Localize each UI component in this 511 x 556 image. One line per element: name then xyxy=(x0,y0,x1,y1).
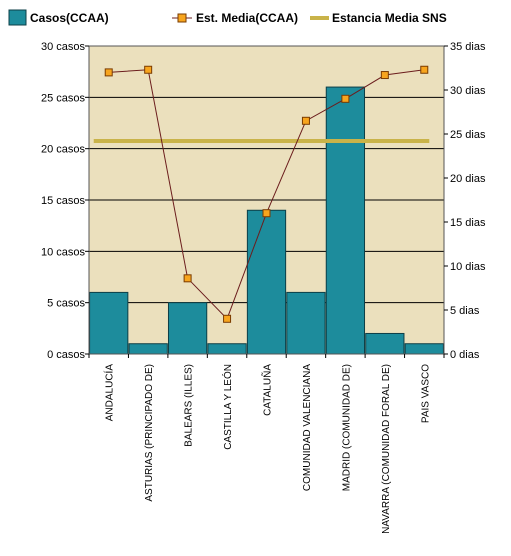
y-left-tick-label: 0 casos xyxy=(47,349,85,361)
line-marker xyxy=(341,94,350,103)
y-right-tick-label: 20 dias xyxy=(450,173,486,185)
legend-label-est-media: Est. Media(CCAA) xyxy=(196,11,298,25)
legend-marker-est-media xyxy=(177,13,187,23)
x-tick-label: CATALUÑA xyxy=(261,364,274,416)
line-marker xyxy=(183,274,192,283)
bar xyxy=(89,291,129,355)
line-marker xyxy=(301,116,310,125)
line-series-est-media xyxy=(104,65,429,323)
y-left-tick-label: 5 casos xyxy=(47,298,85,310)
bar xyxy=(325,86,366,355)
y-left-tick-label: 15 casos xyxy=(41,195,86,207)
line-marker xyxy=(262,209,271,218)
y-right-tick-label: 15 dias xyxy=(450,217,486,229)
line-marker xyxy=(380,71,389,80)
bar xyxy=(404,343,444,355)
y-right-tick-label: 5 dias xyxy=(450,305,480,317)
line-marker xyxy=(223,314,232,323)
y-left-tick-label: 20 casos xyxy=(41,144,86,156)
legend: Casos(CCAA) Est. Media(CCAA) Estancia Me… xyxy=(8,9,447,26)
bar xyxy=(167,302,208,355)
x-axis: ANDALUCÍA ASTURIAS (PRINCIPADO DE) BALEARS… xyxy=(88,354,445,534)
y-left-tick-label: 30 casos xyxy=(41,41,86,53)
bar xyxy=(246,209,287,355)
x-tick-label: BALEARS (ILLES) xyxy=(184,364,195,447)
y-right-tick-label: 0 dias xyxy=(450,349,480,361)
bar xyxy=(286,291,326,355)
line-marker xyxy=(144,65,153,74)
legend-label-casos: Casos(CCAA) xyxy=(30,11,109,25)
legend-label-sns: Estancia Media SNS xyxy=(332,11,447,25)
y-right-tick-label: 25 dias xyxy=(450,129,486,141)
legend-item-sns: Estancia Media SNS xyxy=(310,11,447,25)
y-axis-right: 0 dias 5 dias 10 dias 15 dias 20 dias 25 dias… xyxy=(444,41,486,361)
y-left-tick-label: 10 casos xyxy=(41,246,86,258)
x-tick-label: COMUNIDAD VALENCIANA xyxy=(302,364,313,491)
x-tick-label: ANDALUCÍA xyxy=(103,364,116,422)
bar-series xyxy=(89,86,444,355)
line-marker xyxy=(420,65,429,74)
bar xyxy=(128,343,168,355)
y-right-tick-label: 35 dias xyxy=(450,41,486,53)
x-tick-label: NAVARRA (COMUNIDAD FORAL DE) xyxy=(381,364,392,534)
line-marker xyxy=(104,68,113,77)
x-tick-label: CASTILLA Y LEÓN xyxy=(221,364,234,450)
x-tick-label: PAIS VASCO xyxy=(420,364,431,423)
bar xyxy=(207,343,247,355)
bar xyxy=(365,332,405,355)
x-tick-label: ASTURIAS (PRINCIPADO DE) xyxy=(144,364,155,502)
y-right-tick-label: 30 dias xyxy=(450,85,486,97)
y-right-tick-label: 10 dias xyxy=(450,261,486,273)
y-left-tick-label: 25 casos xyxy=(41,92,86,104)
x-tick-label: MADRID (COMUNIDAD DE) xyxy=(341,364,352,491)
legend-item-casos: Casos(CCAA) xyxy=(8,9,109,26)
legend-item-est-media: Est. Media(CCAA) xyxy=(172,11,298,25)
legend-swatch-casos xyxy=(8,9,27,26)
y-axis-left: 0 casos 5 casos 10 casos 15 casos 20 casos 25… xyxy=(41,41,89,361)
